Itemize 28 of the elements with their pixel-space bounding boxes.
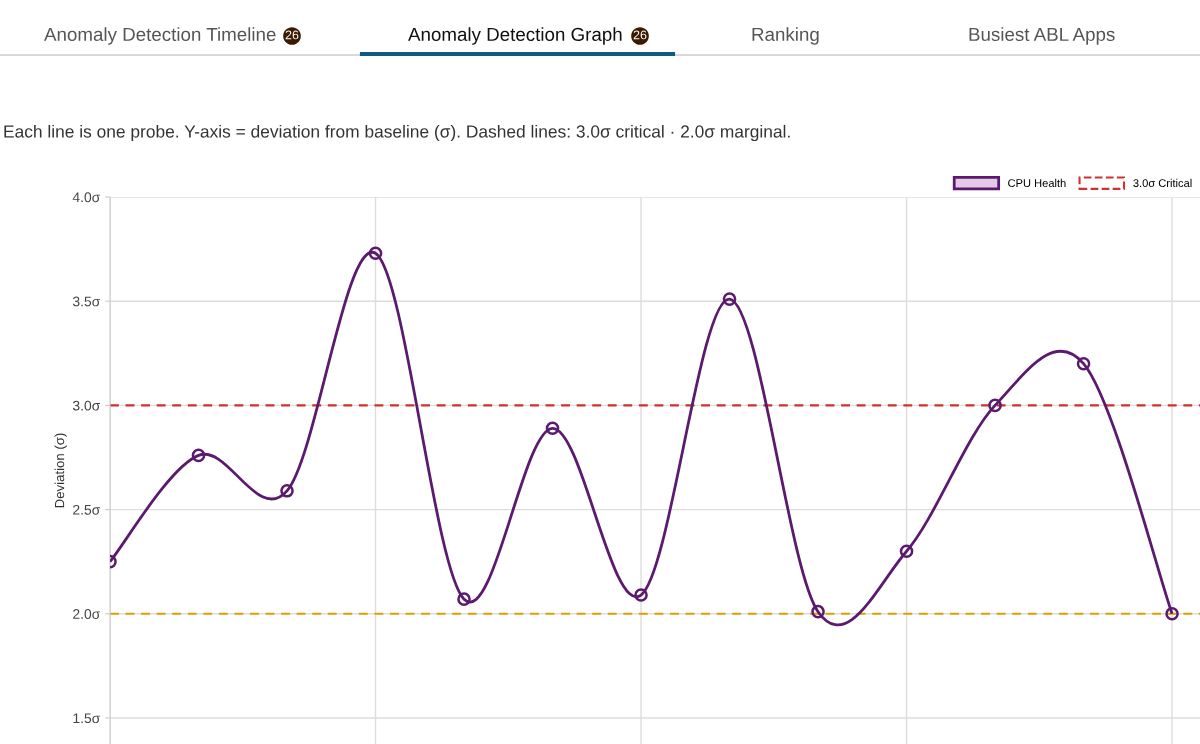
- text: Anomaly Detection Timeline: [44, 27, 276, 45]
- text: Busiest ABL Apps: [969, 27, 1115, 45]
- y-tick-label: 2.5σ: [73, 504, 101, 515]
- text: Anomaly Detection Graph: [408, 27, 622, 45]
- point: [457, 592, 471, 606]
- y-axis-title: Deviation (σ): [54, 433, 67, 508]
- point: [722, 292, 737, 306]
- point: [811, 604, 825, 619]
- point: [1076, 356, 1091, 371]
- y-tick-label: 3.5σ: [72, 296, 101, 307]
- text: 26: [633, 30, 647, 40]
- y-tick-label: 3.0σ: [72, 400, 101, 411]
- point: [988, 398, 1002, 413]
- y-tick-label: 1.5σ: [73, 713, 101, 724]
- y-tick-label: 4.0σ: [72, 192, 101, 203]
- text: 26: [285, 30, 299, 40]
- point: [1165, 606, 1179, 621]
- point: [634, 588, 648, 602]
- point: [191, 448, 206, 463]
- legend-label: 3.0σ Critical: [1133, 178, 1192, 188]
- point: [368, 246, 383, 261]
- y-tick-label: 2.0σ: [73, 609, 101, 619]
- point: [899, 544, 914, 559]
- text: Ranking: [752, 27, 819, 45]
- point: [545, 421, 560, 436]
- point: [280, 484, 294, 498]
- chart-subtitle: Each line is one probe. Y-axis = deviation from baseline (σ). Dashed lines: 3.0σ critical · 2.0σ marginal.: [4, 124, 790, 142]
- legend-label: CPU Health: [1008, 178, 1066, 188]
